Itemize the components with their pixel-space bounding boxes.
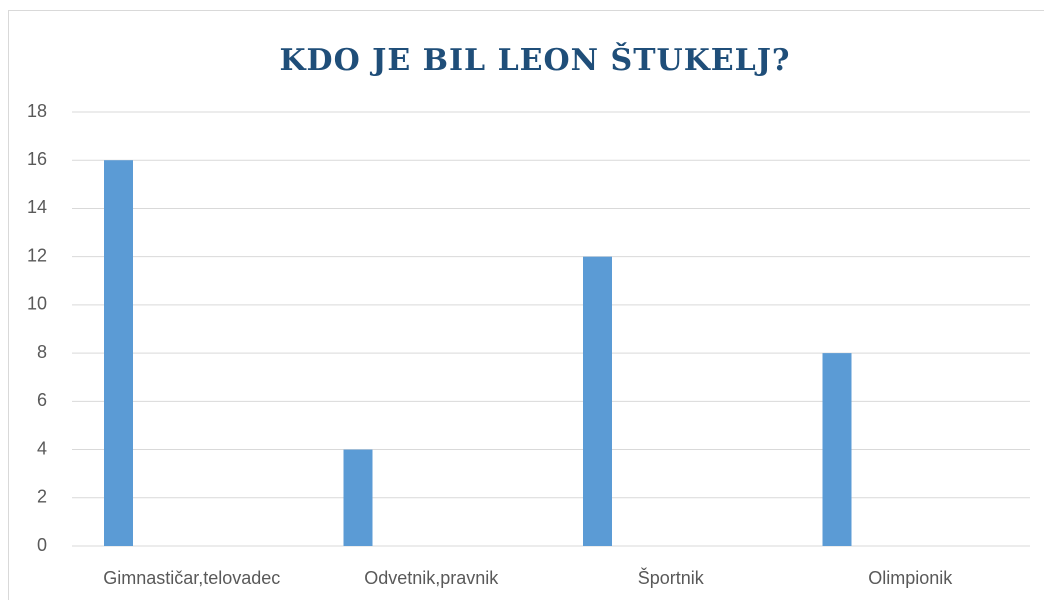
y-tick-label: 10: [27, 294, 47, 314]
y-tick-label: 14: [27, 197, 47, 217]
y-tick-label: 16: [27, 149, 47, 169]
bar: [104, 160, 133, 546]
x-tick-label: Gimnastičar,telovadec: [103, 568, 280, 588]
y-tick-label: 12: [27, 245, 47, 265]
y-tick-label: 8: [37, 342, 47, 362]
y-tick-label: 18: [27, 101, 47, 121]
x-tick-label: Športnik: [638, 567, 705, 588]
chart-title: KDO JE BIL LEON ŠTUKELJ?: [279, 42, 790, 78]
bar: [343, 449, 373, 546]
x-tick-label: Odvetnik,pravnik: [364, 568, 499, 588]
x-tick-label: Olimpionik: [868, 568, 953, 588]
y-tick-label: 6: [37, 390, 47, 410]
y-tick-label: 4: [37, 438, 47, 458]
y-tick-label: 0: [37, 535, 47, 555]
bar: [822, 353, 852, 546]
bar: [583, 256, 612, 546]
y-tick-label: 2: [37, 487, 47, 507]
